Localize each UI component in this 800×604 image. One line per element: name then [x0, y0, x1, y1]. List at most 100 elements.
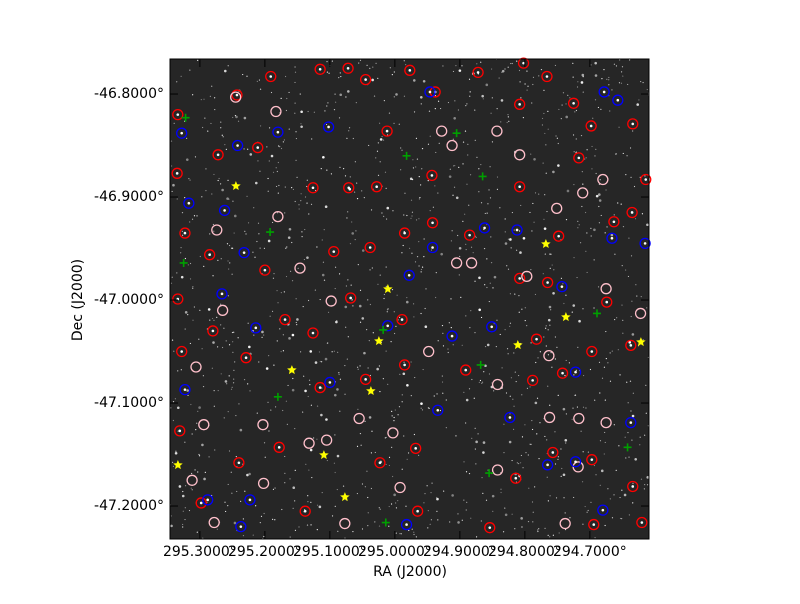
background-star — [482, 98, 484, 100]
marker — [202, 494, 214, 506]
background-star — [286, 246, 288, 248]
background-star — [572, 62, 574, 64]
background-star — [466, 103, 468, 105]
marker-dot — [239, 525, 243, 528]
background-star — [582, 523, 584, 525]
background-star — [209, 233, 211, 235]
background-star — [420, 103, 422, 105]
marker-dot — [436, 408, 440, 412]
background-star — [267, 239, 271, 243]
background-star — [199, 255, 201, 258]
background-star — [621, 304, 623, 306]
background-star — [425, 288, 427, 290]
background-star — [296, 324, 298, 326]
background-star — [267, 190, 269, 192]
background-star — [414, 376, 416, 379]
background-star — [236, 490, 238, 493]
background-star — [229, 262, 231, 264]
background-star — [205, 168, 207, 170]
marker — [639, 237, 651, 250]
background-star — [326, 61, 328, 63]
background-star — [289, 270, 292, 272]
background-star — [263, 535, 265, 538]
background-star — [575, 138, 577, 140]
marker — [553, 230, 565, 242]
background-star — [434, 94, 437, 97]
background-star — [214, 108, 216, 111]
marker-ring — [612, 94, 624, 106]
background-star — [311, 476, 313, 479]
background-star — [323, 229, 325, 231]
marker-ring — [504, 411, 516, 424]
background-star — [471, 437, 473, 440]
marker — [279, 313, 291, 326]
background-star — [516, 60, 518, 62]
marker-ring — [252, 141, 264, 154]
marker — [364, 241, 376, 254]
background-star — [506, 121, 508, 124]
background-star — [361, 249, 365, 252]
marker-ring — [179, 227, 191, 239]
background-star — [598, 361, 601, 363]
background-star — [410, 199, 413, 201]
marker — [569, 456, 582, 468]
background-star — [288, 91, 290, 94]
marker-cross — [476, 360, 485, 369]
background-star — [209, 95, 211, 97]
x-tick-label: 294.8000° — [488, 544, 562, 560]
background-star — [274, 519, 276, 521]
background-star — [528, 487, 530, 489]
background-star — [420, 402, 423, 405]
background-star — [170, 140, 173, 142]
marker-ring — [627, 118, 639, 130]
marker-ring — [328, 245, 340, 258]
background-star — [324, 110, 326, 112]
background-star — [631, 333, 635, 336]
marker-ring — [597, 173, 609, 186]
marker-dot — [256, 146, 260, 149]
background-star — [646, 484, 649, 486]
background-star — [581, 205, 583, 208]
marker — [478, 222, 491, 234]
marker-ring — [432, 404, 444, 416]
background-star — [567, 94, 569, 96]
background-star — [522, 117, 524, 119]
background-star — [357, 264, 359, 266]
marker — [511, 224, 523, 236]
background-star — [294, 427, 296, 430]
background-star — [490, 236, 492, 238]
background-star — [197, 410, 199, 412]
background-star — [418, 176, 420, 178]
background-star — [532, 202, 534, 205]
background-star — [220, 324, 222, 326]
background-star — [615, 469, 617, 471]
background-star — [605, 330, 607, 333]
background-star — [421, 168, 423, 170]
marker-dot — [560, 285, 564, 288]
background-star — [543, 336, 545, 338]
background-star — [634, 218, 637, 220]
background-star — [599, 179, 601, 181]
background-star — [228, 244, 231, 247]
background-star — [557, 164, 560, 167]
background-star — [372, 66, 374, 68]
background-star — [379, 508, 381, 510]
background-star — [351, 221, 353, 223]
background-star — [547, 385, 549, 387]
background-star — [170, 524, 173, 528]
background-star — [339, 72, 341, 74]
background-star — [306, 185, 308, 188]
background-star — [641, 213, 644, 215]
background-star — [275, 185, 278, 188]
background-star — [313, 111, 315, 113]
background-star — [409, 177, 413, 181]
marker-ring — [586, 345, 598, 358]
background-star — [500, 488, 502, 490]
marker — [398, 227, 411, 239]
background-star — [609, 352, 611, 354]
background-star — [621, 66, 624, 68]
background-star — [201, 443, 204, 447]
background-star — [254, 256, 256, 258]
background-star — [368, 340, 370, 342]
